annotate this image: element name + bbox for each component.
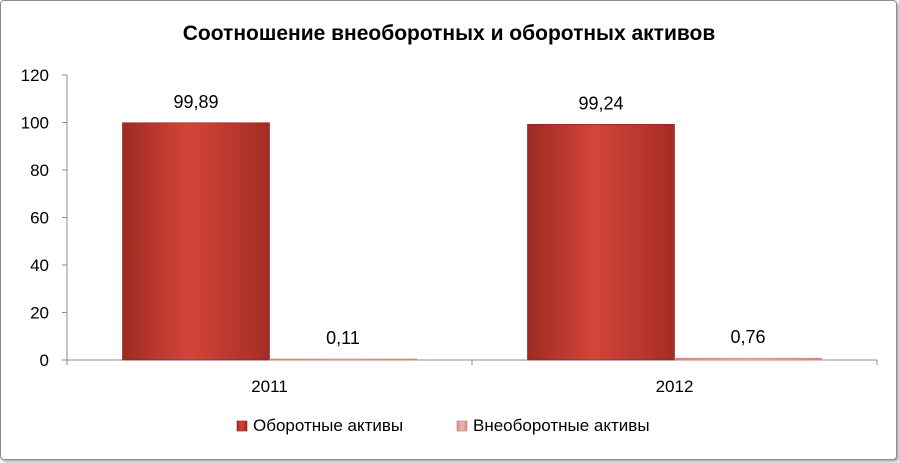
bar-current-assets-2012: [527, 124, 675, 361]
y-tick-label: 100: [21, 114, 49, 133]
legend-label: Оборотные активы: [253, 416, 403, 435]
data-label: 0,11: [326, 328, 360, 348]
y-tick-label: 120: [21, 66, 49, 85]
y-tick-label: 80: [30, 161, 49, 180]
legend: Оборотные активы Внеоборотные активы: [236, 416, 650, 435]
y-tick-label: 20: [30, 304, 49, 323]
y-tick-label: 60: [30, 209, 49, 228]
legend-label: Внеоборотные активы: [473, 416, 650, 435]
data-label: 0,76: [730, 327, 765, 347]
bar-noncurrent-assets-2011: [269, 358, 417, 361]
x-tick-label: 2011: [251, 377, 288, 396]
bar-noncurrent-assets-2012: [674, 357, 822, 361]
plot-area: 0 20 40 60 80 100 120 2011 2012 99,89 99,24 0,11 0…: [21, 66, 878, 396]
legend-swatch: [236, 420, 248, 432]
data-label: 99,24: [578, 93, 623, 113]
data-label: 99,89: [173, 92, 218, 112]
bar-current-assets-2011: [122, 122, 270, 361]
y-tick-label: 0: [40, 351, 49, 370]
x-tick-label: 2012: [656, 377, 694, 396]
y-tick-label: 40: [30, 256, 49, 275]
chart-title: Соотношение внеоборотных и оборотных акт…: [183, 22, 716, 45]
legend-swatch: [456, 420, 468, 432]
